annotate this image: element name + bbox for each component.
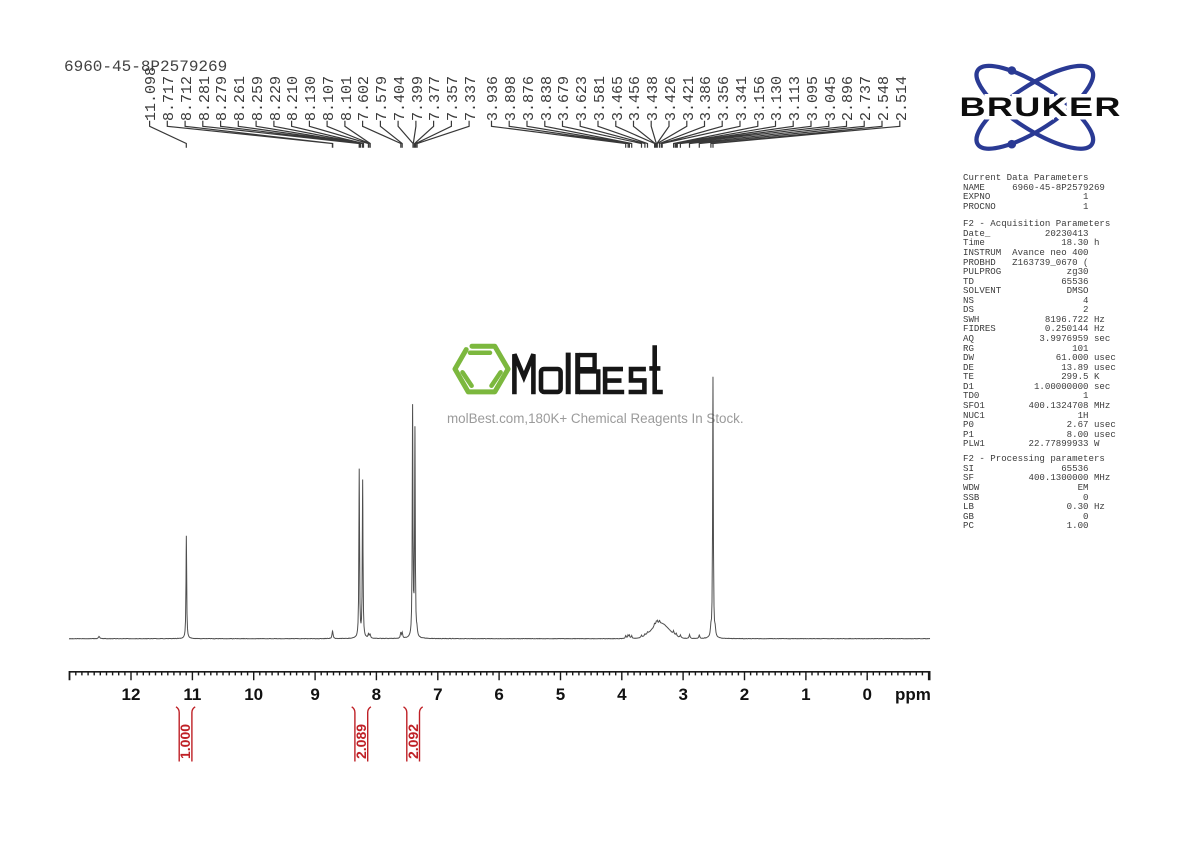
svg-text:BRUKER: BRUKER xyxy=(960,92,1122,122)
svg-text:BRUKER: BRUKER xyxy=(960,92,1122,122)
